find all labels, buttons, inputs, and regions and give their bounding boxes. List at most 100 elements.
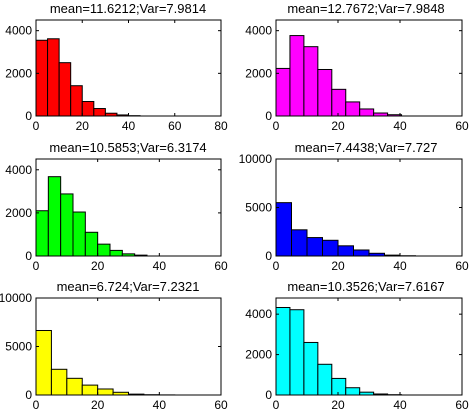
histogram-panel-2-title: mean=12.7672;Var=7.9848 [287,1,444,16]
histogram-panel-5-bar-2 [50,368,68,396]
histogram-panel-2-xtick-label: 0 [273,119,280,133]
histogram-panel-3-bar-7 [109,249,123,257]
histogram-panel-2-bar-4 [317,68,333,117]
histogram-panel-1-bar-5 [81,100,95,117]
histogram-panel-4-xtick-label: 60 [455,259,469,273]
histogram-panel-6-bar-7 [359,391,375,396]
histogram-panel-2-xtick-label: 20 [331,119,345,133]
histogram-panel-3-bar-6 [97,243,111,257]
histogram-panel-6-xtick-label: 0 [273,398,280,412]
histogram-panel-2-bar-3 [303,46,319,117]
histogram-panel-5-xtick-label: 40 [153,398,167,412]
histogram-panel-2-bar-5 [331,88,347,117]
histogram-panel-6: mean=10.3526;Var=7.6167 0 20 40 60 0 2000 4000 [245,279,469,412]
histogram-panel-3-bar-2 [47,176,62,257]
histogram-panel-1-xtick-label: 40 [122,119,136,133]
histogram-panel-5-bar-6 [112,391,130,396]
histogram-panel-5-bar-5 [97,388,114,396]
histogram-panel-5: mean=6.724;Var=7.2321 0 20 40 60 0 5000 10000 [0,279,228,412]
histogram-panel-5-xtick-label: 0 [33,398,40,412]
histogram-panel-6-xtick-label: 20 [331,398,345,412]
histogram-panel-4-xtick-label: 0 [273,259,280,273]
histogram-panel-1-bar-1 [35,39,49,117]
histogram-panel-1-bar-7 [104,112,118,117]
histogram-panel-1-xtick-label: 20 [76,119,90,133]
histogram-panel-3-bar-3 [60,193,74,257]
histogram-panel-6-title: mean=10.3526;Var=7.6167 [287,279,444,294]
histogram-panel-5-title: mean=6.724;Var=7.2321 [57,279,200,294]
histogram-panel-5-bar-4 [81,384,99,396]
histogram-panel-1-bar-6 [93,108,106,117]
histogram-panel-3-ytick-label: 2000 [5,206,32,220]
histogram-panel-6-bar-4 [317,363,333,396]
histogram-panel-2-bar-2 [289,35,305,117]
histogram-panel-3-xtick-label: 0 [33,259,40,273]
histogram-panel-6-bar-6 [345,387,361,396]
histogram-panel-5-xtick-label: 20 [91,398,105,412]
histogram-panel-3-bar-4 [72,211,86,257]
histogram-panel-1-ytick-label: 4000 [5,24,32,38]
histogram-panel-4-bar-8 [384,254,401,257]
histogram-panel-3-xtick-label: 60 [214,259,228,273]
histogram-panel-3-ytick-label: 4000 [5,163,32,177]
histogram-panel-2-bar-1 [275,67,291,117]
histogram-panel-1-title: mean=11.6212;Var=7.9814 [50,1,206,16]
histogram-panel-2-bar-7 [359,108,375,117]
histogram-panel-1-bar-4 [70,85,83,117]
histogram-panel-4-bar-1 [275,202,292,257]
histogram-panel-5-ytick-label: 0 [25,388,32,402]
histogram-panel-6-xtick-label: 60 [455,398,469,412]
histogram-panel-4-bar-6 [353,249,370,257]
histogram-panel-1-xtick-label: 60 [168,119,182,133]
histogram-panel-1-ytick-label: 0 [25,109,32,123]
histogram-panel-4-bar-7 [368,252,385,257]
histogram-panel-1-ytick-label: 2000 [5,66,32,80]
histogram-panel-3-bar-8 [121,253,136,257]
histogram-panel-2-bar-8 [373,112,389,117]
histogram-panel-4-bar-3 [306,237,323,257]
histogram-panel-2-ytick-label: 2000 [245,66,272,80]
histogram-panel-2-bar-6 [345,101,361,117]
histogram-panel-5-bar-7 [128,393,145,396]
histogram-panel-5-bar-1 [35,329,52,396]
histogram-panel-3-title: mean=10.5853;Var=6.3174 [49,140,206,155]
histogram-panel-2-bar-9 [387,114,403,117]
histogram-panel-3-bar-9 [134,254,148,257]
histogram-panel-4-bar-4 [322,239,339,257]
histogram-panel-6-bar-1 [275,306,291,396]
histogram-panel-6-ytick-label: 4000 [245,307,272,321]
histogram-panel-4: mean=7.4438;Var=7.727 0 20 40 60 0 5000 10000 [239,140,469,273]
histogram-panel-3-bar-5 [84,231,99,257]
histogram-panel-6-xtick-label: 40 [393,398,407,412]
histogram-panel-2: mean=12.7672;Var=7.9848 0 20 40 60 0 2000 4000 [245,1,469,133]
histogram-panel-1-xtick-label: 0 [33,119,40,133]
histogram-panel-6-ytick-label: 0 [265,388,272,402]
histogram-panel-4-ytick-label: 10000 [239,152,273,166]
histogram-panel-6-ytick-label: 2000 [245,348,272,362]
histogram-panel-1-bar-8 [116,114,129,117]
histogram-panel-4-bar-2 [291,229,308,257]
histogram-panel-4-title: mean=7.4438;Var=7.727 [295,140,438,155]
histogram-panel-3: mean=10.5853;Var=6.3174 0 20 40 60 0 2000 4000 [5,140,228,273]
histogram-panel-2-ytick-label: 0 [265,109,272,123]
histogram-panel-4-xtick-label: 40 [393,259,407,273]
histogram-panel-6-bar-3 [303,341,319,396]
histogram-panel-3-bar-1 [35,210,49,257]
histogram-panel-6-bar-8 [373,393,389,396]
histogram-panel-5-ytick-label: 10000 [0,291,32,305]
histogram-panel-1-xtick-label: 80 [214,119,228,133]
histogram-panel-5-xtick-label: 60 [214,398,228,412]
histogram-panel-5-bar-3 [66,377,83,396]
histogram-panel-1: mean=11.6212;Var=7.9814 0 20 40 60 80 0 2000 40… [5,1,228,133]
histogram-panel-6-bar-2 [289,309,305,396]
histogram-panel-2-ytick-label: 4000 [245,24,272,38]
histogram-panel-2-xtick-label: 60 [455,119,469,133]
histogram-panel-4-xtick-label: 20 [331,259,345,273]
histogram-panel-4-ytick-label: 0 [265,249,272,263]
histogram-panel-2-xtick-label: 40 [393,119,407,133]
histogram-panel-4-bar-5 [337,245,354,257]
histogram-panel-3-xtick-label: 40 [153,259,167,273]
histogram-panel-6-bar-5 [331,377,347,396]
histogram-panel-4-ytick-label: 5000 [245,201,272,215]
